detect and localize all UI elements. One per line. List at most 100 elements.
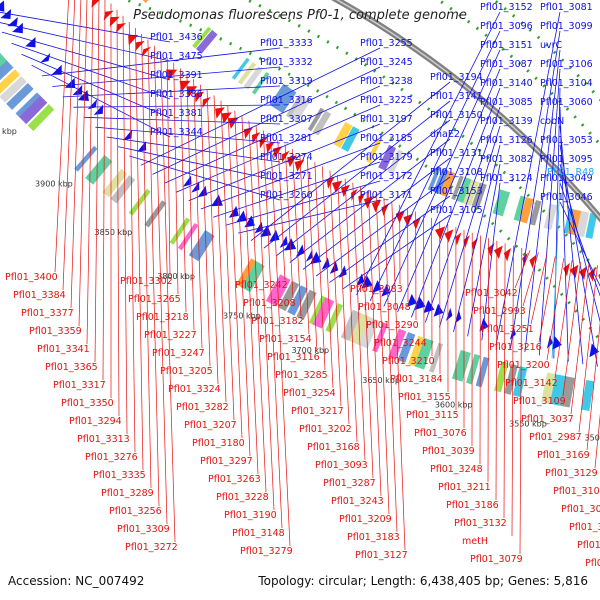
forward-leader-line xyxy=(559,182,600,297)
reverse-leader-line xyxy=(135,27,144,471)
reverse-leader-line xyxy=(128,21,136,453)
reverse-gene-label: Pfl01_3076 xyxy=(414,428,467,439)
reverse-gene-label: Pfl01_3265 xyxy=(128,294,181,305)
forward-leader-line xyxy=(559,163,600,323)
reverse-leader-line xyxy=(487,238,489,483)
feature-block-inner xyxy=(341,126,360,152)
reverse-gene-label: Pfl01_3341 xyxy=(37,344,90,355)
forward-gene-label: Pfl01_3319 xyxy=(260,76,313,87)
forward-gene-label: Pfl01_3333 xyxy=(260,38,313,49)
feature-block-outer xyxy=(414,337,434,370)
reverse-gene-label: Pfl01_3132 xyxy=(454,518,507,529)
reverse-leader-line xyxy=(383,197,398,533)
reverse-gene-label: Pfl01_3116 xyxy=(267,352,320,363)
feature-block-outer xyxy=(265,274,291,307)
reverse-gene-label: Pfl01_3243 xyxy=(331,496,384,507)
reverse-leader-line xyxy=(116,9,120,417)
reverse-leader-line xyxy=(314,162,326,371)
reverse-gene-label: Pfl01_3251 xyxy=(481,324,534,335)
forward-gene-label: Pfl01_3060 xyxy=(540,97,593,108)
forward-gene-arrow xyxy=(279,235,288,248)
forward-leader-line xyxy=(0,11,171,43)
reverse-leader-line xyxy=(234,110,251,457)
reverse-gene-label: Pfl01_3256 xyxy=(109,506,162,517)
reverse-gene-label: Pfl01_3038 xyxy=(577,540,600,551)
forward-gene-label: Pfl01_3141 xyxy=(430,91,483,102)
forward-gene-label: Pfl01_3475 xyxy=(150,51,203,62)
forward-leader-line xyxy=(213,161,381,218)
reverse-gene-label: Pfl01_3083 xyxy=(350,284,403,295)
forward-gene-label: Pfl01_3087 xyxy=(480,59,533,70)
reverse-leader-line xyxy=(299,153,310,335)
feature-block-outer xyxy=(241,261,265,293)
reverse-leader-line xyxy=(62,0,76,291)
reverse-gene-arrow xyxy=(294,159,305,172)
forward-leader-line xyxy=(0,22,171,62)
feature-block-inner xyxy=(451,175,464,201)
feature-block-outer xyxy=(188,229,215,262)
forward-gene-label: Pfl01_3255 xyxy=(360,38,413,49)
reverse-gene-arrow xyxy=(195,91,205,103)
tick-label: 3950 kbp xyxy=(0,127,17,136)
forward-gene-label: Pfl01_3225 xyxy=(360,95,413,106)
reverse-gene-label: Pfl01_3109 xyxy=(513,396,566,407)
reverse-gene-arrow xyxy=(116,23,126,33)
reverse-gene-arrow xyxy=(135,40,145,52)
feature-block-outer xyxy=(503,364,518,395)
reverse-leader-line xyxy=(166,57,171,277)
reverse-gene-label: Pfl01_3148 xyxy=(232,528,285,539)
tick-label: 3550 kbp xyxy=(509,420,547,429)
reverse-gene-arrow xyxy=(186,86,198,98)
reverse-leader-line xyxy=(292,148,302,317)
feature-block-inner xyxy=(574,210,590,238)
forward-gene-label: Pfl01_3436 xyxy=(150,32,203,43)
feature-block-outer xyxy=(512,366,528,398)
reverse-gene-label: Pfl01_3180 xyxy=(192,438,245,449)
reverse-gene-label: Pfl01_3186 xyxy=(446,500,499,511)
feature-block-outer xyxy=(347,312,370,345)
forward-gene-label: Pfl01_3172 xyxy=(360,171,413,182)
reverse-gene-label: Pfl01_3294 xyxy=(69,416,122,427)
reverse-leader-line xyxy=(530,254,548,325)
reverse-gene-label: Pfl01_3129 xyxy=(545,468,598,479)
reverse-gene-arrow xyxy=(215,107,225,119)
reverse-gene-label: Pfl01_3384 xyxy=(13,290,66,301)
forward-leader-line xyxy=(52,66,281,87)
reverse-leader-line xyxy=(241,115,259,475)
feature-block-inner xyxy=(585,212,598,239)
feature-block-outer xyxy=(581,380,595,411)
feature-block-outer xyxy=(0,52,7,67)
reverse-leader-line xyxy=(173,62,179,295)
forward-gene-label: dnaE2 xyxy=(430,129,460,140)
tick-label: 3900 kbp xyxy=(35,180,73,189)
forward-gene-arrow xyxy=(356,273,365,287)
reverse-leader-line xyxy=(255,125,275,511)
forward-gene-label: Pfl01_3316 xyxy=(260,95,313,106)
forward-leader-line xyxy=(188,123,381,202)
forward-gene-arrow xyxy=(414,296,426,310)
reverse-gene-label: Pfl01_3203 xyxy=(569,522,600,533)
reverse-leader-line xyxy=(503,243,506,519)
forward-gene-arrow xyxy=(433,303,444,317)
feature-block-inner xyxy=(251,71,270,95)
reverse-gene-label: Pfl01_3400 xyxy=(5,272,58,283)
reverse-gene-arrow xyxy=(221,112,232,124)
feature-block-outer xyxy=(0,76,27,103)
feature-block-outer xyxy=(144,200,167,228)
feature-block-inner xyxy=(492,189,511,217)
reverse-gene-arrow xyxy=(91,0,100,8)
feature-block-outer xyxy=(169,217,191,245)
forward-gene-arrow xyxy=(445,307,453,321)
forward-gene-label: Pfl01_3274 xyxy=(260,152,313,163)
reverse-gene-arrow xyxy=(103,10,114,21)
reverse-gene-arrow xyxy=(332,180,343,193)
reverse-gene-arrow xyxy=(273,146,283,159)
tick-label: 3850 kbp xyxy=(95,228,133,237)
forward-gene-label: Pfl01_3151 xyxy=(480,40,533,51)
forward-leader-line xyxy=(495,11,561,345)
forward-leader-line xyxy=(289,138,451,263)
forward-gene-arrow xyxy=(0,9,12,20)
forward-gene-arrow xyxy=(329,261,339,274)
forward-leader-line xyxy=(439,125,501,328)
reverse-gene-label: Pfl01_3276 xyxy=(85,452,138,463)
